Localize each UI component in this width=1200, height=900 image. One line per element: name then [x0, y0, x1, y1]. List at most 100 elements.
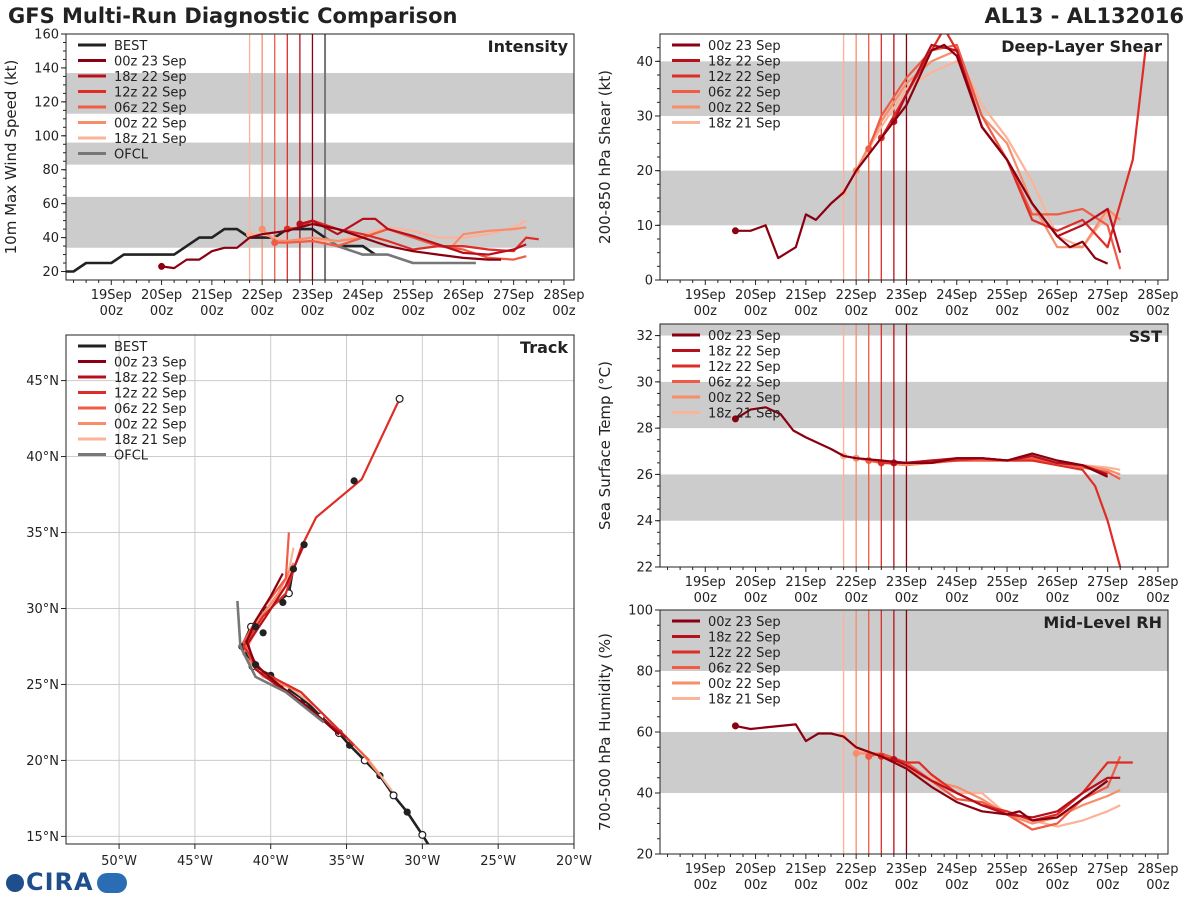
y-tick-label: 60: [42, 197, 59, 212]
legend-label-18z-21-sep: 18z 21 Sep: [708, 407, 781, 422]
x-tick-label: 00z: [1146, 878, 1170, 893]
x-tick-label: 20Sep: [735, 288, 776, 303]
x-tick-label: 00z: [794, 878, 818, 893]
x-tick-label: 00z: [1146, 304, 1170, 319]
sst-frame: [659, 323, 1169, 568]
x-tick-label: 35°W: [329, 854, 365, 869]
y-tick-label: 0: [645, 274, 653, 289]
y-tick-label: 40: [42, 231, 59, 246]
shear-panel: 01020304019Sep00z20Sep00z21Sep00z22Sep00…: [596, 33, 1178, 319]
x-tick-label: 00z: [100, 304, 124, 319]
track-point-filled: [403, 808, 411, 816]
y-tick-label: 22: [636, 561, 653, 576]
legend-label-00z-22-sep: 00z 22 Sep: [708, 391, 781, 406]
x-tick-label: 00z: [200, 304, 224, 319]
series-line-ofcl: [236, 600, 325, 724]
x-tick-label: 00z: [452, 304, 476, 319]
init-marker-00z-23-sep: [731, 227, 739, 235]
storm-id: AL13 - AL132016: [984, 4, 1185, 28]
x-tick-label: 45°W: [177, 854, 213, 869]
panel-title: Deep-Layer Shear: [1001, 37, 1162, 56]
x-tick-label: 26Sep: [1037, 575, 1078, 590]
x-tick-label: 00z: [250, 304, 274, 319]
legend-label-18z-22-sep: 18z 22 Sep: [708, 55, 781, 70]
legend-label-00z-23-sep: 00z 23 Sep: [114, 55, 187, 70]
y-tick-label: 24: [636, 514, 653, 529]
x-tick-label: 22Sep: [242, 288, 283, 303]
series-line-00z-22-sep: [855, 49, 1121, 249]
legend-label-00z-22-sep: 00z 22 Sep: [708, 677, 781, 692]
sst-plot-area: [660, 324, 1168, 567]
legend-label-00z-23-sep: 00z 23 Sep: [114, 356, 187, 371]
intensity-panel: 2040608010012014016019Sep00z20Sep00z21Se…: [2, 28, 584, 320]
legend-label-18z-21-sep: 18z 21 Sep: [114, 132, 187, 147]
x-tick-label: 21Sep: [785, 575, 826, 590]
y-tick-label: 20°N: [26, 754, 59, 769]
x-tick-label: 24Sep: [936, 862, 977, 877]
x-tick-label: 00z: [744, 591, 768, 606]
y-tick-label: 100: [628, 604, 653, 619]
legend-label-12z-22-sep: 12z 22 Sep: [114, 387, 187, 402]
x-tick-label: 00z: [401, 304, 425, 319]
x-tick-label: 00z: [150, 304, 174, 319]
track-point-filled: [350, 477, 358, 485]
x-tick-label: 00z: [1146, 591, 1170, 606]
series-line-00z-22-sep: [242, 562, 381, 777]
shaded-band: [660, 381, 1168, 429]
series-line-00z-23-sep: [735, 723, 1109, 822]
shaded-band: [660, 170, 1168, 226]
x-tick-label: 26Sep: [1037, 288, 1078, 303]
legend-label-06z-22-sep: 06z 22 Sep: [708, 376, 781, 391]
x-tick-label: 21Sep: [785, 862, 826, 877]
x-tick-label: 25Sep: [987, 288, 1028, 303]
y-tick-label: 10: [636, 219, 653, 234]
legend-label-ofcl: OFCL: [114, 449, 149, 464]
x-tick-label: 00z: [895, 878, 919, 893]
x-tick-label: 00z: [301, 304, 325, 319]
series-line-ofcl: [324, 236, 476, 265]
y-tick-label: 15°N: [26, 830, 59, 845]
page-title: GFS Multi-Run Diagnostic Comparison: [8, 4, 458, 28]
x-tick-label: 23Sep: [292, 288, 333, 303]
init-marker-00z-22-sep: [852, 749, 860, 757]
legend-label-00z-22-sep: 00z 22 Sep: [114, 418, 187, 433]
y-tick-label: 140: [34, 61, 59, 76]
x-tick-label: 25Sep: [987, 575, 1028, 590]
shaded-band: [66, 73, 574, 114]
series-line-12z-22-sep: [880, 34, 1147, 249]
series-line-12z-22-sep: [881, 755, 1133, 822]
x-tick-label: 19Sep: [685, 288, 726, 303]
x-tick-label: 00z: [895, 591, 919, 606]
x-tick-label: 00z: [1046, 878, 1070, 893]
y-axis-label: 10m Max Wind Speed (kt): [2, 60, 20, 255]
sst-panel: 22242628303219Sep00z20Sep00z21Sep00z22Se…: [596, 323, 1178, 606]
legend-label-18z-21-sep: 18z 21 Sep: [114, 433, 187, 448]
series-line-00z-23-sep: [245, 572, 340, 736]
track-point-filled: [251, 661, 260, 669]
y-axis-label: 700-500 hPa Humidity (%): [596, 633, 614, 831]
x-tick-label: 00z: [995, 591, 1019, 606]
x-tick-label: 00z: [995, 878, 1019, 893]
legend-label-18z-21-sep: 18z 21 Sep: [708, 117, 781, 132]
legend-label-12z-22-sep: 12z 22 Sep: [708, 70, 781, 85]
x-tick-label: 00z: [794, 591, 818, 606]
y-tick-label: 28: [636, 422, 653, 437]
x-tick-label: 20°W: [556, 854, 592, 869]
x-tick-label: 26Sep: [443, 288, 484, 303]
rh-plot-area: [660, 610, 1168, 854]
legend-label-18z-22-sep: 18z 22 Sep: [708, 345, 781, 360]
init-marker-00z-23-sep: [731, 415, 739, 423]
x-tick-label: 27Sep: [493, 288, 534, 303]
y-tick-label: 30: [636, 375, 653, 390]
series-line-00z-23-sep: [734, 406, 1109, 478]
y-tick-label: 120: [34, 95, 59, 110]
init-marker-18z-22-sep: [296, 220, 304, 228]
legend-label-00z-22-sep: 00z 22 Sep: [114, 117, 187, 132]
x-tick-label: 28Sep: [543, 288, 584, 303]
y-tick-label: 32: [636, 329, 653, 344]
x-tick-label: 23Sep: [886, 288, 927, 303]
shear-plot-area: [660, 34, 1168, 280]
